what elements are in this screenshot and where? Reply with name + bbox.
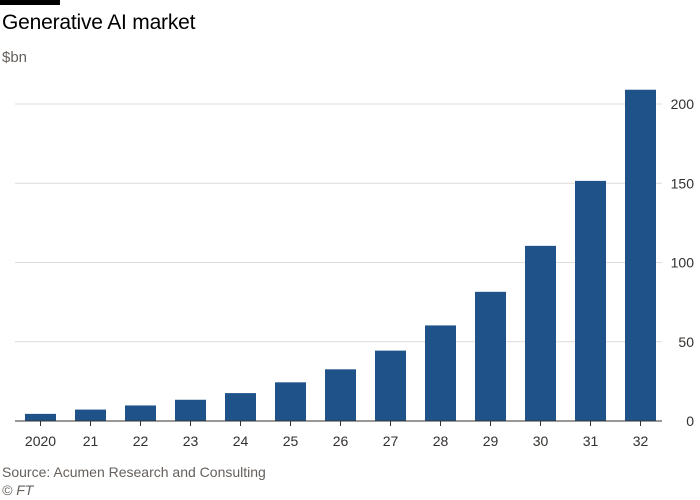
x-tick-label: 28 — [433, 433, 449, 449]
y-axis-unit-label: $bn — [2, 49, 28, 66]
bar — [325, 369, 356, 421]
y-tick-label: 100 — [671, 255, 695, 271]
brand-top-rule — [0, 0, 60, 5]
copyright-credit: © FT — [2, 482, 34, 498]
chart-title: Generative AI market — [2, 11, 196, 34]
bar — [475, 291, 506, 421]
bar — [625, 89, 656, 422]
bar — [225, 393, 256, 421]
y-axis: 0 50 100 150 200 — [671, 96, 695, 429]
x-tick-label: 31 — [583, 433, 599, 449]
gridlines — [15, 103, 662, 343]
y-tick-label: 150 — [671, 175, 695, 191]
bar — [175, 399, 206, 421]
source-note: Source: Acumen Research and Consulting — [2, 464, 266, 480]
bar — [275, 382, 306, 421]
bar — [425, 325, 456, 421]
bar — [125, 405, 156, 421]
x-axis: 2020 21 22 23 24 25 26 27 28 29 30 31 32 — [15, 420, 662, 449]
bars — [25, 89, 656, 422]
x-tick-label: 29 — [483, 433, 499, 449]
x-tick-label: 23 — [183, 433, 199, 449]
bar — [525, 245, 556, 421]
x-tick-label: 25 — [283, 433, 299, 449]
x-tick-label: 32 — [633, 433, 649, 449]
x-tick-label: 24 — [233, 433, 249, 449]
bar — [75, 409, 106, 421]
bar — [25, 413, 56, 421]
x-tick-label: 26 — [333, 433, 349, 449]
y-tick-label: 50 — [678, 334, 694, 350]
bar — [575, 180, 606, 421]
y-tick-label: 200 — [671, 96, 695, 112]
bar — [375, 350, 406, 421]
y-tick-label: 0 — [686, 413, 694, 429]
x-tick-label: 21 — [83, 433, 99, 449]
x-tick-label: 22 — [133, 433, 149, 449]
bar-chart: 2020 21 22 23 24 25 26 27 28 29 30 31 32 0 50 100 150 20… — [15, 89, 695, 449]
x-tick-label: 27 — [383, 433, 399, 449]
x-tick-label: 30 — [533, 433, 549, 449]
x-tick-label: 2020 — [25, 433, 56, 449]
